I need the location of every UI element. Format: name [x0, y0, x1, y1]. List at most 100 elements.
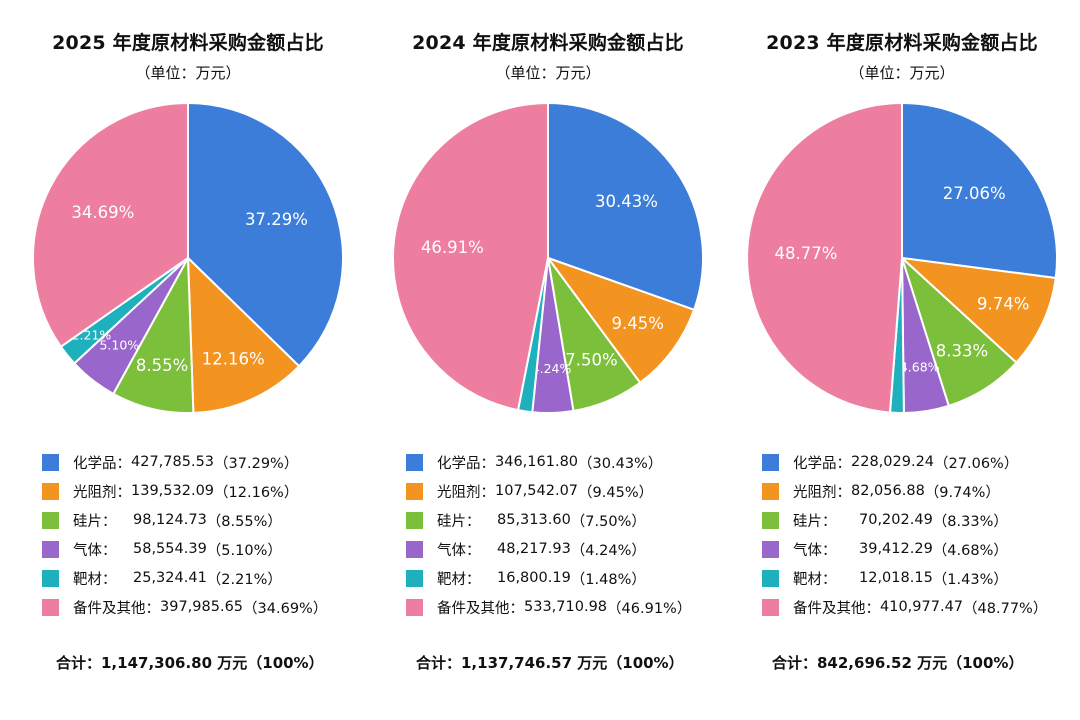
legend-label: 硅片： [73, 513, 117, 530]
slice-label-wafers: 8.33% [936, 342, 988, 361]
legend-item: 硅片： 70,202.49 （8.33%） [762, 510, 1008, 530]
legend-percent: （48.77%） [963, 600, 1048, 617]
pie-slice-chemicals [187, 102, 344, 368]
legend-item: 硅片： 98,124.73 （8.55%） [42, 510, 282, 530]
legend-label: 化学品： [437, 455, 495, 472]
legend-swatch [42, 453, 59, 471]
legend-item: 气体： 58,554.39 （5.10%） [42, 539, 282, 559]
legend-value: 39,412.29 [859, 541, 933, 557]
slice-label-gases: 5.10% [99, 338, 139, 353]
legend-value: 427,785.53 [131, 454, 215, 470]
slice-label-wafers: 8.55% [136, 356, 188, 375]
legend-percent: （1.43%） [932, 571, 1008, 588]
legend-item: 靶材： 25,324.41 （2.21%） [42, 568, 282, 588]
legend-percent: （8.55%） [206, 513, 282, 530]
pie-slice-chemicals [901, 102, 1059, 279]
total-label: 合计：1,137,746.57 万元（100%） [416, 654, 684, 672]
legend-label: 硅片： [793, 513, 837, 530]
slice-label-chemicals: 27.06% [943, 184, 1006, 203]
legend-value: 25,324.41 [133, 570, 207, 586]
legend-swatch [762, 482, 779, 500]
slice-label-spares-other: 48.77% [775, 244, 838, 263]
legend-percent: （2.21%） [206, 571, 282, 588]
legend-value: 107,542.07 [495, 483, 579, 499]
legend-percent: （4.68%） [932, 542, 1008, 559]
legend-swatch [406, 540, 423, 558]
slice-label-gases: 4.68% [900, 360, 940, 375]
slice-label-wafers: 7.50% [565, 350, 617, 369]
legend-swatch [42, 569, 59, 587]
legend-label: 靶材： [793, 571, 837, 588]
legend-label: 靶材： [73, 571, 117, 588]
legend-percent: （9.74%） [924, 484, 1000, 501]
legend-percent: （30.43%） [578, 455, 663, 472]
legend-percent: （5.10%） [206, 542, 282, 559]
legend-item: 光阻剂： 107,542.07 （9.45%） [406, 481, 653, 501]
legend-item: 靶材： 16,800.19 （1.48%） [406, 568, 646, 588]
legend-value: 70,202.49 [859, 512, 933, 528]
legend-percent: （12.16%） [214, 484, 299, 501]
pie-slice-wafers [112, 257, 195, 414]
legend-percent: （1.48%） [570, 571, 646, 588]
chart-title: 2025 年度原材料采购金额占比 [52, 32, 324, 54]
legend-swatch [42, 511, 59, 529]
legend-value: 82,056.88 [851, 483, 925, 499]
legend-swatch [42, 482, 59, 500]
slice-label-photoresist: 9.74% [977, 295, 1029, 314]
legend-swatch [762, 453, 779, 471]
chart-panel-2023: 2023 年度原材料采购金额占比 （单位：万元） 27.06% 9.74% 8.33… [722, 0, 1080, 720]
legend-swatch [406, 511, 423, 529]
legend-percent: （27.06%） [934, 455, 1019, 472]
legend-label: 气体： [793, 542, 837, 559]
legend-value: 98,124.73 [133, 512, 207, 528]
legend-percent: （8.33%） [932, 513, 1008, 530]
pie-slice-spares-other [32, 102, 189, 348]
legend-percent: （7.50%） [570, 513, 646, 530]
slice-label-photoresist: 12.16% [202, 350, 265, 369]
pie-slice-photoresist [901, 257, 1057, 364]
legend-value: 139,532.09 [131, 483, 215, 499]
legend-value: 85,313.60 [497, 512, 571, 528]
legend-label: 化学品： [793, 455, 851, 472]
legend-value: 16,800.19 [497, 570, 571, 586]
legend-value: 410,977.47 [880, 599, 964, 615]
legend-item: 气体： 39,412.29 （4.68%） [762, 539, 1008, 559]
total-label: 合计：842,696.52 万元（100%） [772, 654, 1024, 672]
legend-label: 备件及其他： [793, 600, 880, 617]
legend-percent: （46.91%） [607, 600, 692, 617]
legend-label: 备件及其他： [437, 600, 524, 617]
legend-item: 备件及其他： 410,977.47 （48.77%） [762, 597, 1047, 617]
pie-chart: 37.29%12.16%8.55%5.10%2.21%34.69% [32, 102, 344, 414]
legend-swatch [762, 540, 779, 558]
legend-label: 靶材： [437, 571, 481, 588]
chart-subtitle: （单位：万元） [849, 64, 955, 82]
slice-label-spares-other: 46.91% [421, 238, 484, 257]
legend-swatch [762, 511, 779, 529]
legend-swatch [762, 569, 779, 587]
slice-label-photoresist: 9.45% [611, 314, 663, 333]
legend-percent: （34.69%） [243, 600, 328, 617]
chart-title: 2024 年度原材料采购金额占比 [412, 32, 684, 54]
legend-value: 48,217.93 [497, 541, 571, 557]
legend-item: 光阻剂： 82,056.88 （9.74%） [762, 481, 1000, 501]
legend-percent: （4.24%） [570, 542, 646, 559]
chart-panel-2024: 2024 年度原材料采购金额占比 （单位：万元） 30.43% 9.45% 7.50… [368, 0, 728, 720]
slice-label-chemicals: 30.43% [595, 192, 658, 211]
legend-label: 光阻剂： [793, 484, 851, 501]
legend-label: 备件及其他： [73, 600, 160, 617]
pie-chart: 27.06% 9.74% 8.33%4.68% 48.77% [746, 102, 1059, 414]
slice-label-chemicals: 37.29% [245, 210, 308, 229]
legend-label: 硅片： [437, 513, 481, 530]
legend-item: 气体： 48,217.93 （4.24%） [406, 539, 646, 559]
legend-percent: （9.45%） [578, 484, 654, 501]
legend-swatch [42, 540, 59, 558]
legend-item: 光阻剂： 139,532.09 （12.16%） [42, 481, 298, 501]
legend-item: 化学品： 228,029.24 （27.06%） [762, 452, 1018, 472]
chart-subtitle: （单位：万元） [135, 64, 241, 82]
legend-value: 533,710.98 [524, 599, 608, 615]
legend-item: 靶材： 12,018.15 （1.43%） [762, 568, 1008, 588]
legend-item: 备件及其他： 533,710.98 （46.91%） [406, 597, 691, 617]
legend-label: 气体： [437, 542, 481, 559]
legend-label: 化学品： [73, 455, 131, 472]
legend-value: 397,985.65 [160, 599, 244, 615]
